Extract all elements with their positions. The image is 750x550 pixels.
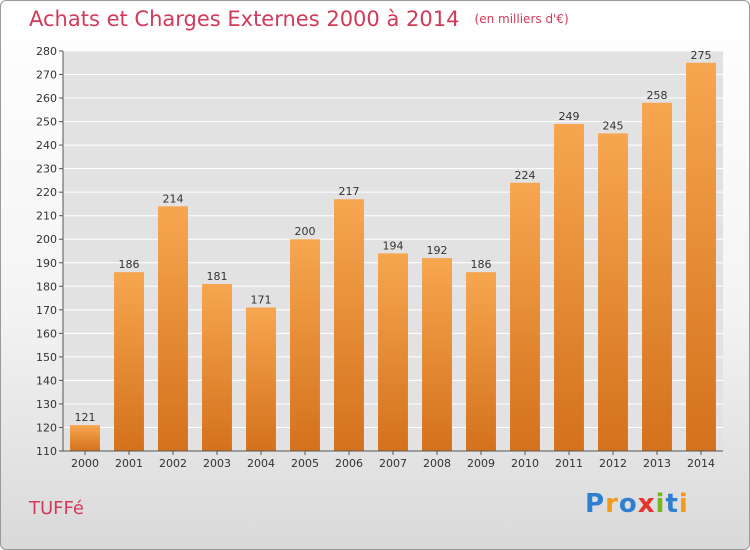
bar-value-label: 224	[515, 169, 536, 182]
y-tick-label: 210	[36, 210, 57, 223]
bar	[114, 272, 144, 451]
x-tick-label: 2011	[555, 457, 583, 470]
bar	[642, 102, 672, 451]
bar	[554, 123, 584, 452]
title-row: Achats et Charges Externes 2000 à 2014 (…	[29, 7, 569, 31]
bar	[158, 206, 188, 451]
bar-value-label: 258	[647, 89, 668, 102]
x-tick-label: 2007	[379, 457, 407, 470]
x-tick-label: 2010	[511, 457, 539, 470]
logo-letter: t	[665, 489, 679, 519]
axes: 110 120 130 140 150 160 170 180 190 200 210 220 230 2…	[36, 45, 723, 470]
chart-subtitle: (en milliers d'€)	[474, 12, 569, 26]
bar	[598, 133, 628, 451]
bar	[202, 283, 232, 451]
y-tick-label: 240	[36, 139, 57, 152]
logo-letter: r	[605, 489, 619, 519]
bar	[290, 239, 320, 451]
chart-title: Achats et Charges Externes 2000 à 2014	[29, 7, 460, 31]
y-tick-label: 220	[36, 186, 57, 199]
x-tick-label: 2000	[71, 457, 99, 470]
x-tick-label: 2005	[291, 457, 319, 470]
x-tick-label: 2008	[423, 457, 451, 470]
bar-value-label: 186	[119, 258, 140, 271]
bar	[246, 307, 276, 451]
y-tick-label: 130	[36, 398, 57, 411]
logo-letter: P	[585, 489, 606, 519]
x-tick-label: 2003	[203, 457, 231, 470]
y-tick-label: 190	[36, 257, 57, 270]
bar-value-label: 121	[75, 411, 96, 424]
bar-value-label: 275	[691, 49, 712, 62]
y-tick-label: 120	[36, 421, 57, 434]
bar	[466, 272, 496, 451]
logo-letter: i	[678, 489, 689, 519]
y-tick-label: 270	[36, 69, 57, 82]
bar	[334, 199, 364, 451]
x-tick-label: 2014	[687, 457, 715, 470]
bar-chart: 121 186 214 181 171 200 217 194 192 186 224 249 245 2…	[36, 45, 723, 470]
y-tick-label: 250	[36, 116, 57, 129]
bar	[686, 62, 716, 451]
x-tick-label: 2001	[115, 457, 143, 470]
bars: 121 186 214 181 171 200 217 194 192 186 224 249 245 2…	[70, 49, 716, 452]
bar-value-label: 192	[427, 244, 448, 257]
y-tick-label: 260	[36, 92, 57, 105]
y-tick-label: 150	[36, 351, 57, 364]
x-tick-label: 2006	[335, 457, 363, 470]
logo-letter: i	[655, 489, 666, 519]
logo-letter: o	[618, 489, 638, 519]
y-tick-label: 160	[36, 327, 57, 340]
y-tick-label: 180	[36, 280, 57, 293]
bar	[510, 182, 540, 451]
bar-value-label: 181	[207, 270, 228, 283]
proxiti-logo[interactable]: Proxiti	[585, 489, 689, 519]
y-tick-label: 200	[36, 233, 57, 246]
y-tick-label: 110	[36, 445, 57, 458]
bar-value-label: 249	[559, 110, 580, 123]
y-tick-label: 140	[36, 374, 57, 387]
x-tick-label: 2002	[159, 457, 187, 470]
y-tick-label: 170	[36, 304, 57, 317]
bar-value-label: 217	[339, 185, 360, 198]
bar-value-label: 186	[471, 258, 492, 271]
bar	[378, 253, 408, 451]
y-tick-label: 230	[36, 163, 57, 176]
bar-value-label: 200	[295, 225, 316, 238]
bar-value-label: 194	[383, 239, 404, 252]
x-tick-label: 2004	[247, 457, 275, 470]
y-tick-label: 280	[36, 45, 57, 58]
x-tick-label: 2009	[467, 457, 495, 470]
bar-value-label: 245	[603, 119, 624, 132]
bar	[70, 425, 100, 451]
bar-value-label: 171	[251, 293, 272, 306]
logo-letter: x	[637, 489, 656, 519]
x-tick-label: 2012	[599, 457, 627, 470]
bar-value-label: 214	[163, 192, 184, 205]
bar	[422, 258, 452, 451]
x-tick-label: 2013	[643, 457, 671, 470]
commune-name: TUFFé	[29, 498, 84, 519]
